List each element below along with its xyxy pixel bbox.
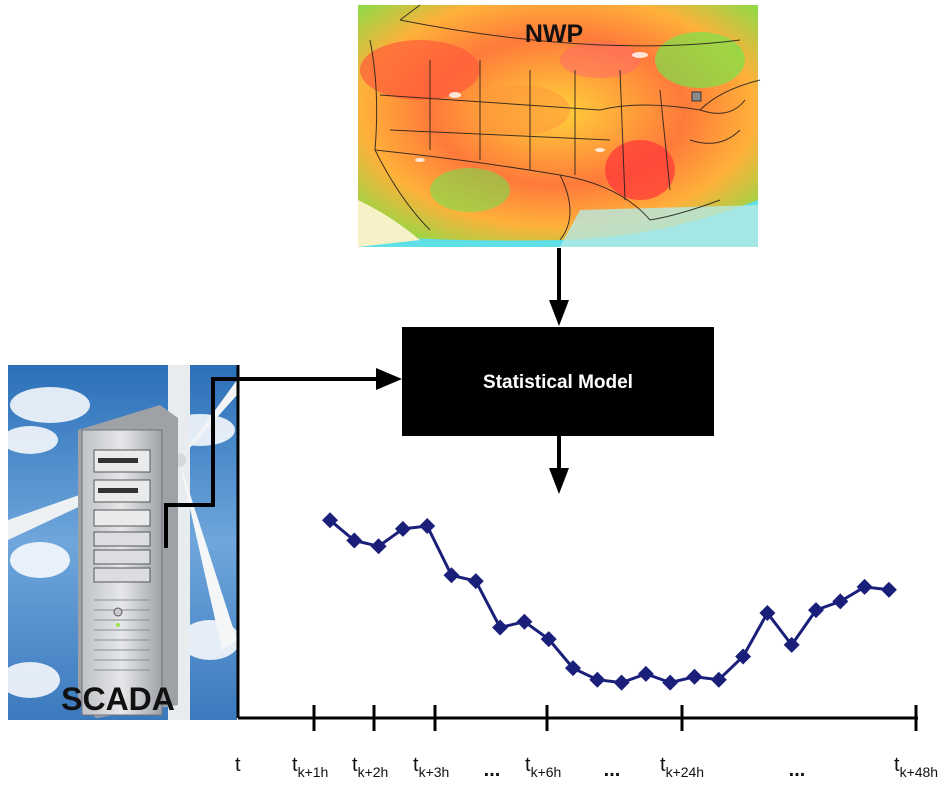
arrow-model-to-forecast bbox=[549, 436, 569, 494]
x-tick-label: tk+2h bbox=[352, 754, 388, 780]
forecast-point bbox=[808, 602, 824, 619]
forecast-point bbox=[540, 631, 557, 648]
forecast-point bbox=[686, 668, 703, 685]
arrow-nwp-to-model bbox=[549, 248, 569, 326]
scada-label: SCADA bbox=[61, 681, 175, 717]
x-tick-label: tk+24h bbox=[660, 754, 704, 780]
forecast-point bbox=[880, 581, 897, 598]
x-axis-ellipsis: ... bbox=[789, 759, 806, 781]
x-axis-ellipsis: ... bbox=[484, 759, 501, 781]
x-axis-ellipsis: ... bbox=[604, 759, 621, 781]
x-tick-label: tk+48h bbox=[894, 754, 938, 780]
forecast-series-line bbox=[329, 519, 890, 685]
forecast-point bbox=[759, 605, 776, 621]
forecast-point bbox=[637, 665, 654, 682]
arrow-scada-to-model bbox=[164, 368, 402, 548]
forecast-point bbox=[856, 578, 873, 595]
forecast-point bbox=[492, 619, 509, 636]
forecast-point bbox=[322, 512, 338, 529]
x-tick-label: tk+3h bbox=[413, 754, 449, 780]
forecast-point bbox=[783, 636, 800, 653]
statistical-model-box bbox=[402, 327, 714, 436]
x-tick-label: tk+6h bbox=[525, 754, 561, 780]
nwp-label: NWP bbox=[525, 20, 583, 48]
forecast-point bbox=[394, 520, 411, 537]
forecast-chart: t tk+1h tk+2h tk+3h tk+6h tk+24h tk+48h ......… bbox=[235, 365, 938, 781]
weather-map-icon bbox=[358, 4, 761, 247]
forecast-point bbox=[735, 648, 752, 665]
model-label: Statistical Model bbox=[483, 372, 633, 393]
forecast-point bbox=[346, 532, 363, 549]
forecast-point bbox=[443, 567, 460, 584]
forecast-point bbox=[370, 538, 387, 555]
scada-photo bbox=[0, 365, 240, 720]
forecast-point bbox=[516, 613, 533, 630]
x-tick-label: t bbox=[235, 754, 241, 776]
forecast-point bbox=[565, 660, 581, 677]
forecast-point bbox=[419, 518, 436, 534]
forecast-point bbox=[589, 671, 606, 688]
forecast-point bbox=[467, 573, 484, 590]
forecast-point bbox=[613, 674, 630, 691]
forecast-point bbox=[710, 671, 727, 688]
forecast-point bbox=[832, 593, 849, 610]
x-tick-label: tk+1h bbox=[292, 754, 328, 780]
forecast-point bbox=[662, 674, 679, 691]
server-tower-icon bbox=[78, 405, 178, 718]
